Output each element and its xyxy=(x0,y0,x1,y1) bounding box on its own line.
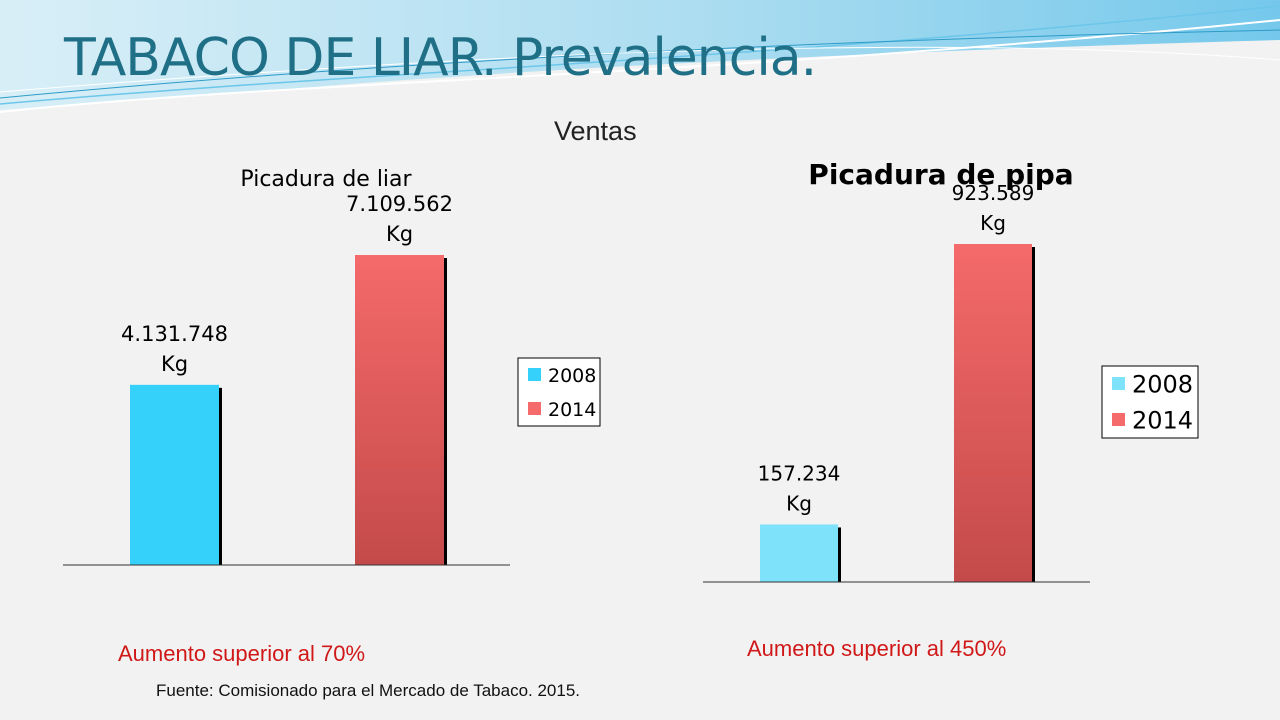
value-label-2014: 7.109.562 xyxy=(346,192,453,216)
legend-swatch-2014 xyxy=(528,402,541,415)
bar-2014 xyxy=(954,244,1032,582)
unit-label-2014: Kg xyxy=(386,222,413,246)
bar-2008 xyxy=(130,384,219,565)
increase-note-pipa: Aumento superior al 450% xyxy=(747,636,1007,661)
value-label-2008: 157.234 xyxy=(758,461,841,485)
legend-label-2014: 2014 xyxy=(548,399,596,421)
source-note: Fuente: Comisionado para el Mercado de T… xyxy=(156,681,581,700)
increase-note-liar: Aumento superior al 70% xyxy=(118,641,366,666)
unit-label-2008: Kg xyxy=(786,491,812,515)
unit-label-2008: Kg xyxy=(161,352,188,376)
bar-2014 xyxy=(355,255,444,565)
legend-swatch-2008 xyxy=(528,368,541,381)
legend-label-2014: 2014 xyxy=(1132,407,1193,435)
legend-label-2008: 2008 xyxy=(548,365,596,387)
chart-title: Picadura de liar xyxy=(240,167,412,192)
legend-label-2008: 2008 xyxy=(1132,371,1193,399)
unit-label-2014: Kg xyxy=(980,211,1006,235)
chart-title: Picadura de pipa xyxy=(808,158,1073,191)
slide-title: TABACO DE LIAR. Prevalencia. xyxy=(64,28,817,88)
value-label-2008: 4.131.748 xyxy=(121,322,228,346)
legend-swatch-2014 xyxy=(1112,413,1125,426)
bar-2008 xyxy=(760,524,838,582)
legend-swatch-2008 xyxy=(1112,377,1125,390)
value-label-2014: 923.589 xyxy=(952,181,1035,205)
slide-subtitle: Ventas xyxy=(554,116,637,146)
